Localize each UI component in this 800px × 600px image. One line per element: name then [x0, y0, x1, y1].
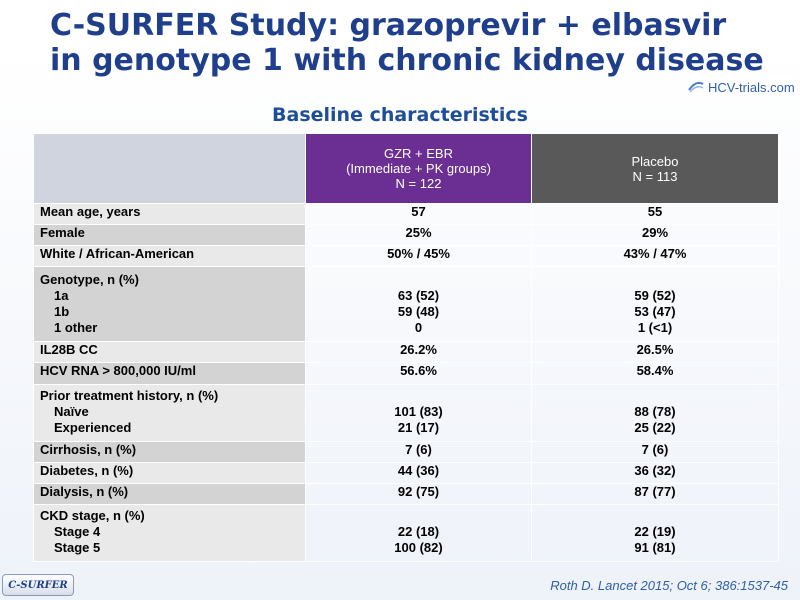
placebo-sub-value: 59 (52) [634, 288, 676, 303]
placebo-value: 22 (19) 91 (81) [531, 504, 779, 562]
row-sub-label: Experienced [54, 420, 132, 435]
placebo-sub-value: 1 (<1) [637, 320, 673, 335]
grz-value: 101 (83) 21 (17) [305, 384, 532, 442]
row-sub-label: 1 other [54, 320, 98, 335]
header-placebo: Placebo N = 113 [531, 133, 779, 204]
baseline-characteristics-table: GZR + EBR (Immediate + PK groups) N = 12… [33, 133, 779, 562]
grz-value: 26.2% [305, 341, 532, 363]
placebo-value: 36 (32) [531, 462, 779, 484]
section-subtitle: Baseline characteristics [272, 104, 528, 126]
table-row: White / African-American 50% / 45% 43% /… [33, 245, 779, 267]
row-label: IL28B CC [33, 341, 306, 363]
placebo-value: 29% [531, 224, 779, 246]
logo-swoosh-icon [688, 81, 704, 93]
table-row: HCV RNA > 800,000 IU/ml 56.6% 58.4% [33, 362, 779, 385]
row-sub-label: 1b [54, 304, 70, 319]
table-row: Diabetes, n (%) 44 (36) 36 (32) [33, 462, 779, 484]
grz-header-line-1: GZR + EBR [384, 146, 453, 161]
row-label-main: Prior treatment history, n (%) [40, 388, 219, 403]
row-label: White / African-American [33, 245, 306, 267]
placebo-value: 26.5% [531, 341, 779, 363]
grz-value: 22 (18) 100 (82) [305, 504, 532, 562]
grz-value: 25% [305, 224, 532, 246]
hcv-trials-logo: HCV-trials.com [688, 76, 798, 98]
grz-header-line-3: N = 122 [395, 176, 442, 191]
title-line-1: C-SURFER Study: grazoprevir + elbasvir [50, 8, 727, 43]
table-row: Female 25% 29% [33, 224, 779, 246]
placebo-header-line-1: Placebo [631, 153, 679, 169]
grz-value: 57 [305, 203, 532, 225]
table-row: Mean age, years 57 55 [33, 203, 779, 225]
grz-header-line-2: (Immediate + PK groups) [346, 161, 491, 176]
study-badge: C-SURFER [2, 574, 74, 596]
placebo-sub-value: 91 (81) [634, 540, 676, 555]
header-corner-cell [33, 133, 306, 204]
row-sub-label: Naïve [54, 404, 89, 419]
grz-value: 92 (75) [305, 483, 532, 505]
row-label: Female [33, 224, 306, 246]
placebo-value: 88 (78) 25 (22) [531, 384, 779, 442]
title-line-2: in genotype 1 with chronic kidney diseas… [50, 43, 764, 78]
grz-sub-value: 22 (18) [397, 524, 440, 539]
grz-sub-value: 100 (82) [394, 540, 443, 555]
table-row: Cirrhosis, n (%) 7 (6) 7 (6) [33, 441, 779, 463]
row-label: Genotype, n (%) 1a 1b 1 other [33, 266, 306, 342]
table-row: Dialysis, n (%) 92 (75) 87 (77) [33, 483, 779, 505]
grz-value: 7 (6) [305, 441, 532, 463]
header-grz-ebr: GZR + EBR (Immediate + PK groups) N = 12… [305, 133, 532, 204]
grz-sub-value: 101 (83) [394, 404, 443, 419]
placebo-value: 87 (77) [531, 483, 779, 505]
placebo-sub-value: 88 (78) [634, 404, 676, 419]
placebo-sub-value: 22 (19) [634, 524, 676, 539]
row-label: Cirrhosis, n (%) [33, 441, 306, 463]
row-sub-label: Stage 5 [54, 540, 101, 555]
table-row: Genotype, n (%) 1a 1b 1 other 63 (52) 59… [33, 266, 779, 342]
grz-sub-value: 0 [414, 320, 423, 335]
table-row: CKD stage, n (%) Stage 4 Stage 5 22 (18)… [33, 504, 779, 562]
citation: Roth D. Lancet 2015; Oct 6; 386:1537-45 [550, 578, 788, 593]
placebo-header-line-2: N = 113 [632, 168, 678, 184]
logo-text: HCV-trials.com [708, 79, 795, 95]
row-label: Dialysis, n (%) [33, 483, 306, 505]
row-label: HCV RNA > 800,000 IU/ml [33, 362, 306, 385]
placebo-sub-value: 25 (22) [634, 420, 676, 435]
grz-value: 56.6% [305, 362, 532, 385]
slide-title: C-SURFER Study: grazoprevir + elbasvir i… [50, 8, 780, 78]
row-label: Prior treatment history, n (%) Naïve Exp… [33, 384, 306, 442]
grz-sub-value: 21 (17) [397, 420, 440, 435]
grz-value: 50% / 45% [305, 245, 532, 267]
placebo-value: 7 (6) [531, 441, 779, 463]
grz-value: 63 (52) 59 (48) 0 [305, 266, 532, 342]
row-sub-label: Stage 4 [54, 524, 101, 539]
placebo-sub-value: 53 (47) [634, 304, 676, 319]
placebo-value: 58.4% [531, 362, 779, 385]
row-sub-label: 1a [54, 288, 69, 303]
row-label: Diabetes, n (%) [33, 462, 306, 484]
placebo-value: 59 (52) 53 (47) 1 (<1) [531, 266, 779, 342]
placebo-value: 55 [531, 203, 779, 225]
table-header-row: GZR + EBR (Immediate + PK groups) N = 12… [33, 133, 779, 204]
row-label: CKD stage, n (%) Stage 4 Stage 5 [33, 504, 306, 562]
grz-value: 44 (36) [305, 462, 532, 484]
row-label: Mean age, years [33, 203, 306, 225]
placebo-value: 43% / 47% [531, 245, 779, 267]
row-label-main: CKD stage, n (%) [40, 508, 145, 523]
table-row: IL28B CC 26.2% 26.5% [33, 341, 779, 363]
row-label-main: Genotype, n (%) [40, 272, 139, 287]
table-row: Prior treatment history, n (%) Naïve Exp… [33, 384, 779, 442]
grz-sub-value: 63 (52) [397, 288, 440, 303]
grz-sub-value: 59 (48) [397, 304, 440, 319]
